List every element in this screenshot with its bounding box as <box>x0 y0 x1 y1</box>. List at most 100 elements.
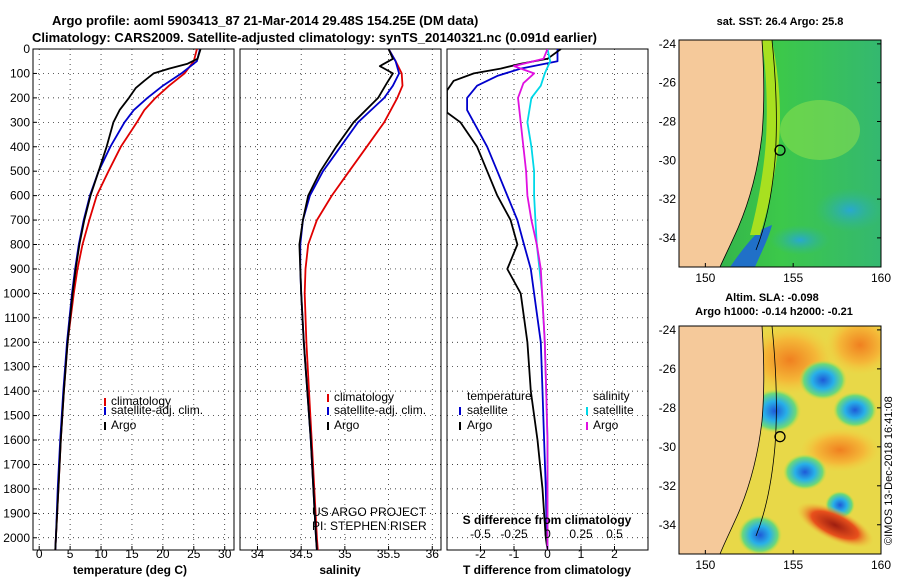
title-line-1: Argo profile: aoml 5903413_87 21-Mar-201… <box>52 13 478 28</box>
map-y-tick-label: -32 <box>659 479 677 493</box>
series-temperature-satellite <box>466 49 559 550</box>
sst-map-frame <box>678 39 882 268</box>
x-tick-label: 10 <box>94 547 108 561</box>
legend-climatology: climatology <box>334 390 394 404</box>
x-tick-label: 35 <box>338 547 352 561</box>
legend-salinity-argo: Argo <box>593 418 619 432</box>
depth-tick-label: 2000 <box>3 531 30 545</box>
legend-salinity-satellite: satellite <box>593 403 634 417</box>
sla-map-title: Altim. SLA: -0.098 <box>725 292 819 304</box>
map-y-tick-label: -28 <box>659 114 677 128</box>
map-y-tick-label: -34 <box>659 518 677 532</box>
watermark: ©IMOS 13-Dec-2018 16:41:08 <box>883 396 895 545</box>
credit-line-2: PI: STEPHEN RISER <box>312 519 427 533</box>
sla-land <box>679 326 765 554</box>
depth-tick-label: 1100 <box>4 311 30 325</box>
depth-tick-label: 100 <box>10 66 30 80</box>
difference-legend: temperature satellite Argo salinity sate… <box>459 389 634 432</box>
sla-warm-eddy-2 <box>825 326 881 375</box>
sla-cold-eddy-3 <box>833 392 877 428</box>
legend-argo: Argo <box>111 418 137 432</box>
depth-tick-label: 1300 <box>3 360 30 374</box>
x-tick-label: 1 <box>578 547 585 561</box>
salinity-legend: climatology satellite-adj. clim. Argo <box>327 390 426 432</box>
sst-warm-patch <box>780 100 860 160</box>
t-difference-axis-label: T difference from climatology <box>463 563 631 577</box>
depth-tick-label: 1800 <box>3 482 30 496</box>
depth-tick-label: 700 <box>10 213 30 227</box>
x-tick-label: 36 <box>426 547 440 561</box>
x-tick-label: 25 <box>187 547 201 561</box>
map-x-tick-label: 155 <box>783 558 803 572</box>
legend-temperature-argo: Argo <box>467 418 493 432</box>
depth-tick-label: 800 <box>10 238 30 252</box>
legend-satellite: satellite-adj. clim. <box>334 403 426 417</box>
sla-float-marker <box>774 431 786 443</box>
x-tick-label: 15 <box>125 547 139 561</box>
series-argo <box>298 49 394 550</box>
sst-cool-patch-2 <box>770 225 830 255</box>
series-argo <box>54 49 202 550</box>
series-temperature-argo <box>447 49 562 550</box>
legend-temperature-satellite: satellite <box>467 403 508 417</box>
map-x-tick-label: 160 <box>871 271 891 285</box>
depth-tick-label: 900 <box>10 262 30 276</box>
s-difference-axis-label: S difference from climatology <box>463 513 632 527</box>
depth-tick-label: 1000 <box>3 286 30 300</box>
x-tick-label: 34.5 <box>289 547 313 561</box>
title-line-2: Climatology: CARS2009. Satellite-adjuste… <box>32 30 597 45</box>
legend-salinity-title: salinity <box>593 389 630 403</box>
temperature-panel: 0100200300400500600700800900100011001200… <box>3 42 235 577</box>
sst-cool-patch-1 <box>815 188 881 232</box>
x-tick-label: -1 <box>509 547 520 561</box>
depth-tick-label: 300 <box>10 115 30 129</box>
map-x-tick-label: 155 <box>783 271 803 285</box>
legend-temperature-title: temperature <box>467 389 532 403</box>
temperature-axis-label: temperature (deg C) <box>73 563 187 577</box>
legend-climatology: climatology <box>111 394 171 408</box>
depth-tick-label: 0 <box>23 42 30 56</box>
map-y-tick-label: -32 <box>659 192 677 206</box>
sla-map-subtitle: Argo h1000: -0.14 h2000: -0.21 <box>695 306 853 318</box>
legend-argo: Argo <box>334 418 360 432</box>
depth-tick-label: 1200 <box>3 335 30 349</box>
map-y-tick-label: -26 <box>659 362 677 376</box>
map-y-tick-label: -30 <box>659 440 677 454</box>
sla-map: 150 155 160 -24 -26 -28 -30 -32 -34 <box>659 323 892 572</box>
x-tick-label: -2 <box>475 547 486 561</box>
sla-map-frame <box>678 325 882 555</box>
map-x-tick-label: 160 <box>871 558 891 572</box>
sla-warm-core <box>796 502 874 548</box>
depth-tick-label: 1400 <box>3 384 30 398</box>
x-tick-label: 30 <box>218 547 232 561</box>
sst-map-title: sat. SST: 26.4 Argo: 25.8 <box>717 16 844 28</box>
map-y-tick-label: -30 <box>659 153 677 167</box>
sla-cold-eddy-4 <box>783 454 827 490</box>
x-tick-label: 5 <box>67 547 74 561</box>
depth-tick-label: 500 <box>10 164 30 178</box>
salinity-panel: 34 34.5 35 35.5 36 salinity climatology sate… <box>239 48 442 577</box>
temperature-legend: climatology satellite-adj. clim. Argo <box>104 394 203 432</box>
series-salinity-argo <box>513 49 549 550</box>
x-tick-label: 2 <box>611 547 618 561</box>
depth-tick-label: 400 <box>10 140 30 154</box>
sst-land <box>679 40 765 267</box>
x-tick-label: 0 <box>544 547 551 561</box>
map-y-tick-label: -24 <box>659 323 677 337</box>
map-x-tick-label: 150 <box>695 271 715 285</box>
depth-tick-label: 200 <box>10 91 30 105</box>
x-tick-label: 0 <box>36 547 43 561</box>
credit-line-1: US ARGO PROJECT <box>312 505 427 519</box>
salinity-plot-frame <box>239 48 442 551</box>
x-tick-label: 35.5 <box>377 547 401 561</box>
map-y-tick-label: -34 <box>659 231 677 245</box>
map-x-tick-label: 150 <box>695 558 715 572</box>
sla-cold-eddy-1 <box>799 360 847 400</box>
s-diff-tick-label: 0 <box>544 527 551 541</box>
map-y-tick-label: -26 <box>659 76 677 90</box>
depth-tick-label: 1600 <box>3 433 30 447</box>
depth-tick-label: 600 <box>10 189 30 203</box>
s-diff-tick-label: 0.5 <box>606 527 623 541</box>
sst-map: 150 155 160 -24 -26 -28 -30 -32 -34 <box>659 37 892 285</box>
